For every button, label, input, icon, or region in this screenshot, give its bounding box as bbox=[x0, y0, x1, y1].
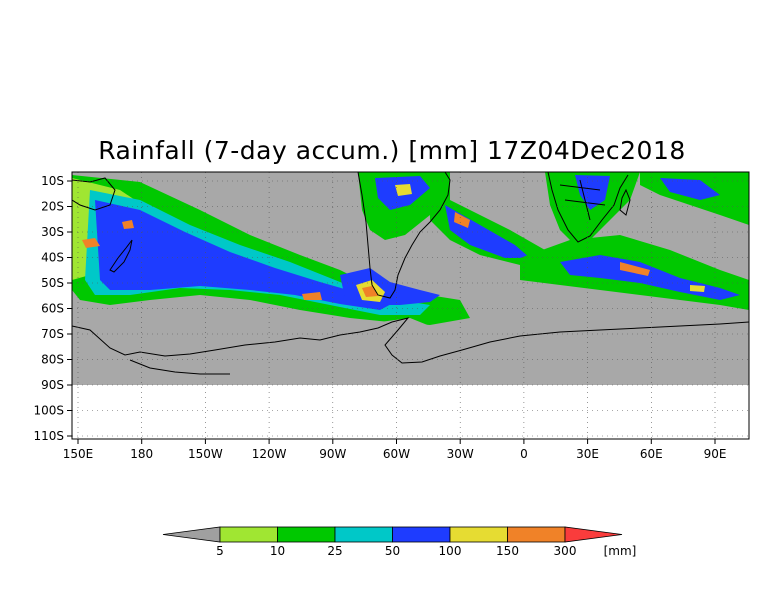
lon-label: 30E bbox=[576, 447, 599, 461]
lon-axis: 150E 180 150W 120W 90W 60W 30W 0 30E 60E 90E bbox=[63, 439, 727, 461]
lat-label: 80S bbox=[41, 353, 64, 367]
australia-coast bbox=[72, 177, 116, 211]
lat-label: 20S bbox=[41, 200, 64, 214]
rain-bands bbox=[72, 172, 749, 385]
lon-label: 120W bbox=[252, 447, 287, 461]
colorbar-swatch-below bbox=[162, 526, 221, 543]
colorbar-label: 25 bbox=[327, 544, 342, 558]
colorbar-unit: [mm] bbox=[604, 544, 637, 558]
lat-label: 50S bbox=[41, 276, 64, 290]
lon-label: 90E bbox=[704, 447, 727, 461]
lat-label: 60S bbox=[41, 302, 64, 316]
lat-label: 10S bbox=[41, 174, 64, 188]
lat-label: 30S bbox=[41, 225, 64, 239]
colorbar-label: 10 bbox=[270, 544, 285, 558]
lat-label: 110S bbox=[33, 429, 64, 443]
colorbar-swatch bbox=[334, 526, 393, 543]
southern-africa-borders bbox=[559, 179, 606, 221]
lat-label: 100S bbox=[33, 404, 64, 418]
colorbar-label: 300 bbox=[554, 544, 577, 558]
lon-label: 150E bbox=[63, 447, 94, 461]
colorbar-label: 5 bbox=[216, 544, 224, 558]
map-frame bbox=[71, 171, 750, 440]
lat-label: 70S bbox=[41, 327, 64, 341]
colorbar-label: 50 bbox=[385, 544, 400, 558]
map-title: Rainfall (7-day accum.) [mm] 17Z04Dec201… bbox=[98, 136, 686, 165]
lon-label: 0 bbox=[520, 447, 528, 461]
colorbar-label: 100 bbox=[439, 544, 462, 558]
colorbar-swatch bbox=[277, 526, 336, 543]
colorbar-swatch-above bbox=[564, 526, 623, 543]
lon-label: 180 bbox=[130, 447, 153, 461]
lat-label: 40S bbox=[41, 251, 64, 265]
antarctica-fill bbox=[72, 318, 749, 385]
rain-band-orange bbox=[82, 238, 100, 248]
lon-label: 150W bbox=[188, 447, 223, 461]
lon-label: 60W bbox=[383, 447, 410, 461]
lat-axis: 10S 20S 30S 40S 50S 60S 70S 80S 90S 100S 110S bbox=[33, 174, 72, 443]
colorbar-swatch bbox=[219, 526, 278, 543]
colorbar-swatch bbox=[449, 526, 508, 543]
blank-region bbox=[72, 385, 749, 439]
new-zealand-coast bbox=[109, 239, 133, 273]
madagascar-coast bbox=[619, 188, 631, 216]
ross-ice-shelf bbox=[129, 359, 230, 375]
colorbar-swatch bbox=[507, 526, 566, 543]
colorbar-swatch bbox=[392, 526, 451, 543]
africa-coast bbox=[547, 172, 629, 243]
lon-label: 60E bbox=[640, 447, 663, 461]
lon-label: 90W bbox=[319, 447, 346, 461]
lat-label: 90S bbox=[41, 378, 64, 392]
lon-label: 30W bbox=[447, 447, 474, 461]
antarctica-coast bbox=[72, 317, 749, 364]
colorbar-label: 150 bbox=[496, 544, 519, 558]
colorbar: 5 10 25 50 100 150 300 [mm] bbox=[162, 526, 637, 558]
rain-band-blue bbox=[95, 200, 395, 310]
